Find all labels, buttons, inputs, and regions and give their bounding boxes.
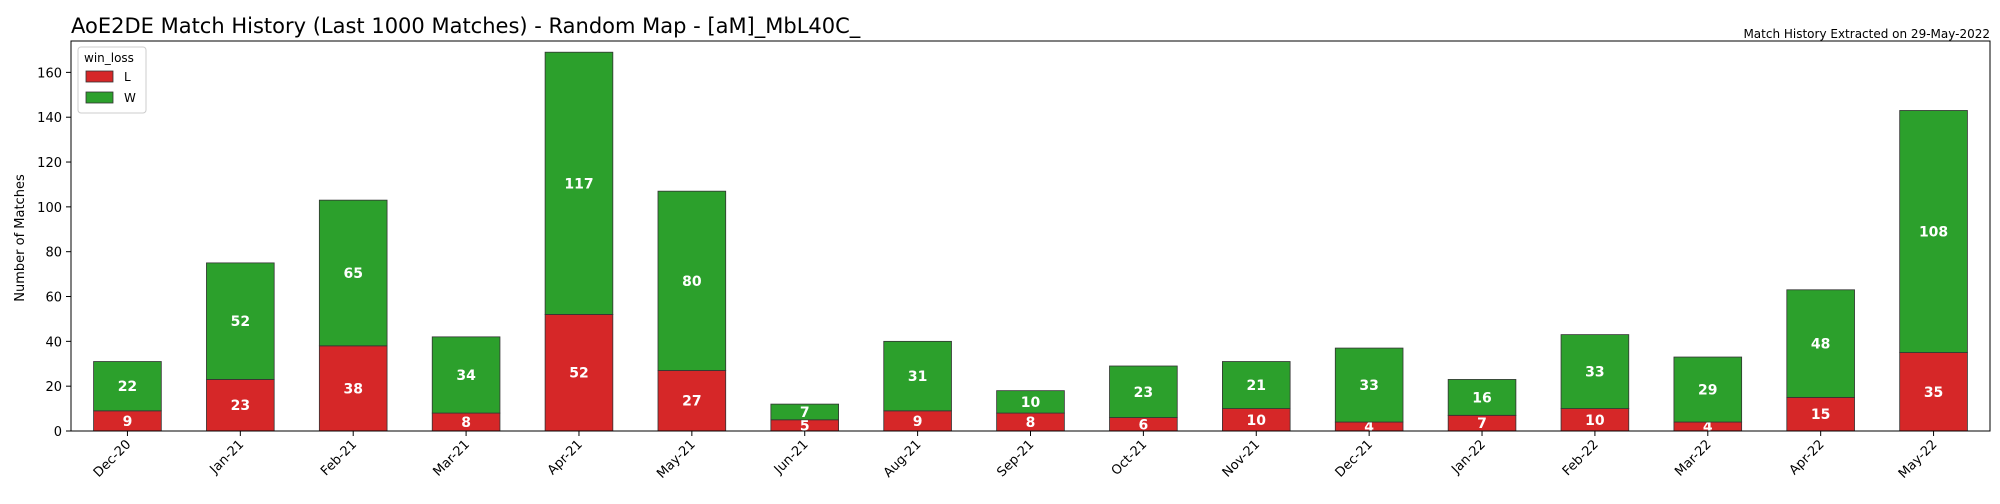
legend-label-w: W bbox=[124, 91, 136, 105]
data-label-l-mar-21: 8 bbox=[461, 415, 471, 431]
bar-w-may-21 bbox=[657, 190, 727, 371]
bar-w-jun-21 bbox=[770, 403, 840, 421]
bar-w-aug-21 bbox=[883, 340, 952, 412]
data-label-w-dec-21: 33 bbox=[1359, 378, 1378, 394]
chart-subtitle: Match History Extracted on 29-May-2022 bbox=[1743, 27, 1990, 41]
legend-title: win_loss bbox=[84, 51, 134, 65]
legend: win_loss LW bbox=[77, 46, 147, 114]
legend-label-l: L bbox=[124, 70, 131, 84]
x-tick-label-may-21: May-21 bbox=[654, 437, 698, 481]
data-label-w-jan-21: 52 bbox=[231, 314, 250, 330]
data-label-w-apr-22: 48 bbox=[1811, 337, 1830, 353]
bar-l-may-22 bbox=[1899, 352, 1968, 432]
bar-w-feb-21 bbox=[318, 199, 388, 347]
y-axis-label: Number of Matches bbox=[13, 174, 28, 302]
legend-swatch-l bbox=[85, 70, 114, 83]
x-tick-label-apr-21: Apr-21 bbox=[545, 437, 586, 478]
data-label-w-may-22: 108 bbox=[1919, 225, 1948, 241]
data-label-l-feb-21: 38 bbox=[343, 381, 362, 397]
data-label-w-dec-20: 22 bbox=[118, 379, 137, 395]
data-label-l-jun-21: 5 bbox=[800, 418, 810, 434]
data-label-w-oct-21: 23 bbox=[1134, 385, 1153, 401]
bar-w-mar-21 bbox=[431, 336, 501, 414]
x-tick-label-oct-21: Oct-21 bbox=[1109, 437, 1151, 479]
y-tick-label: 160 bbox=[37, 66, 62, 81]
bar-l-apr-21 bbox=[544, 314, 614, 432]
bar-w-sep-21 bbox=[996, 390, 1065, 414]
data-label-w-jan-22: 16 bbox=[1472, 390, 1491, 406]
data-label-l-nov-21: 10 bbox=[1247, 413, 1267, 429]
y-tick-label: 20 bbox=[45, 380, 62, 395]
data-label-l-may-22: 35 bbox=[1924, 385, 1943, 401]
bar-w-dec-21 bbox=[1334, 347, 1404, 423]
data-label-w-sep-21: 10 bbox=[1021, 395, 1041, 411]
legend-swatch-w bbox=[85, 91, 114, 104]
data-label-l-dec-20: 9 bbox=[123, 414, 133, 430]
x-tick-label-mar-21: Mar-21 bbox=[431, 437, 473, 479]
y-tick-label: 60 bbox=[45, 291, 62, 306]
data-label-w-may-21: 80 bbox=[682, 274, 702, 290]
data-label-w-aug-21: 31 bbox=[908, 369, 927, 385]
y-tick-label: 0 bbox=[54, 425, 62, 440]
bar-w-may-22 bbox=[1899, 110, 1968, 353]
bar-w-jan-22 bbox=[1447, 379, 1517, 416]
data-label-w-feb-22: 33 bbox=[1585, 365, 1604, 381]
x-tick-label-aug-21: Aug-21 bbox=[881, 437, 925, 481]
data-label-l-jan-21: 23 bbox=[231, 398, 250, 414]
x-tick-label-jan-21: Jan-21 bbox=[207, 437, 248, 478]
bar-w-nov-21 bbox=[1222, 361, 1291, 409]
x-tick-label-feb-21: Feb-21 bbox=[318, 437, 360, 479]
data-label-l-feb-22: 10 bbox=[1585, 413, 1605, 429]
bar-w-apr-21 bbox=[544, 51, 614, 315]
y-tick-label: 100 bbox=[37, 201, 62, 216]
bar-l-apr-22 bbox=[1786, 396, 1855, 432]
bar-l-feb-21 bbox=[318, 345, 388, 432]
data-label-l-sep-21: 8 bbox=[1026, 415, 1036, 431]
data-label-w-mar-22: 29 bbox=[1698, 383, 1717, 399]
bar-w-feb-22 bbox=[1560, 334, 1630, 409]
x-tick-label-apr-22: Apr-22 bbox=[1787, 437, 1828, 478]
x-tick-label-nov-21: Nov-21 bbox=[1220, 437, 1263, 480]
data-label-w-jun-21: 7 bbox=[800, 405, 810, 421]
x-tick-label-feb-22: Feb-22 bbox=[1560, 437, 1602, 479]
data-label-l-aug-21: 9 bbox=[913, 414, 923, 430]
x-tick-label-jun-21: Jun-21 bbox=[771, 437, 812, 478]
y-tick-label: 140 bbox=[37, 111, 62, 126]
chart-title: AoE2DE Match History (Last 1000 Matches)… bbox=[71, 14, 861, 39]
data-label-l-may-21: 27 bbox=[682, 394, 701, 410]
x-tick-label-may-22: May-22 bbox=[1896, 437, 1940, 481]
data-label-w-nov-21: 21 bbox=[1247, 378, 1266, 394]
data-label-l-jan-22: 7 bbox=[1477, 416, 1487, 432]
y-tick-label: 40 bbox=[45, 335, 62, 350]
data-label-w-feb-21: 65 bbox=[343, 266, 362, 282]
y-tick-label: 120 bbox=[37, 156, 62, 171]
data-label-w-mar-21: 34 bbox=[456, 368, 476, 384]
x-tick-label-jan-22: Jan-22 bbox=[1448, 437, 1489, 478]
x-tick-label-mar-22: Mar-22 bbox=[1672, 437, 1714, 479]
data-label-w-apr-21: 117 bbox=[564, 176, 593, 192]
data-label-l-mar-22: 4 bbox=[1703, 420, 1713, 436]
x-tick-label-sep-21: Sep-21 bbox=[994, 437, 1037, 480]
data-label-l-oct-21: 6 bbox=[1139, 417, 1149, 433]
bar-w-apr-22 bbox=[1786, 289, 1855, 398]
data-label-l-apr-22: 15 bbox=[1811, 407, 1830, 423]
bar-w-mar-22 bbox=[1673, 356, 1743, 423]
bar-w-oct-21 bbox=[1109, 365, 1178, 418]
x-tick-label-dec-20: Dec-20 bbox=[91, 437, 134, 480]
data-label-l-dec-21: 4 bbox=[1364, 420, 1374, 436]
data-label-l-apr-21: 52 bbox=[569, 366, 588, 382]
x-tick-label-dec-21: Dec-21 bbox=[1333, 437, 1376, 480]
y-tick-label: 80 bbox=[45, 246, 62, 261]
bar-w-jan-21 bbox=[206, 262, 275, 380]
bar-w-dec-20 bbox=[93, 361, 162, 412]
